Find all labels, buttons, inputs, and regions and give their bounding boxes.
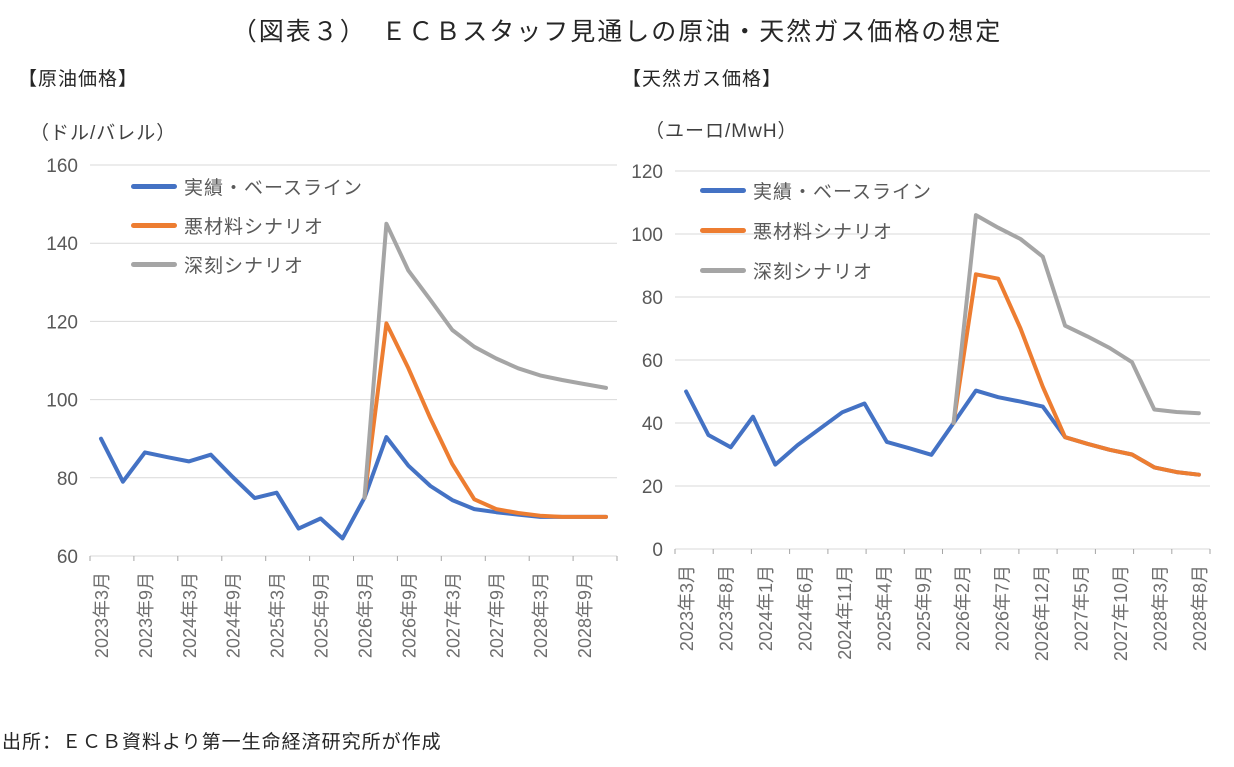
x-axis-tick-label: 2024年11月 [835,565,855,660]
x-axis-tick-label: 2023年3月 [92,572,112,658]
x-axis-tick-label: 2025年9月 [914,565,934,651]
series-line-baseline [99,435,608,541]
series-line-severe [951,213,1201,425]
legend-item-severe: 深刻シナリオ [700,250,932,290]
series-line-baseline [684,388,1201,477]
x-axis-tick-label: 2027年3月 [443,572,463,658]
x-axis-tick-label: 2028年8月 [1190,565,1210,651]
plot-area-oil: 60 80 100 120 140 160 2023年3月 2023年9月 2024年3月 202… [46,156,618,658]
y-axis-tick-label: 80 [57,469,78,490]
baseline-line-swatch [700,187,746,193]
x-axis-tick-label: 2026年12月 [1032,565,1052,661]
x-axis-tick-label: 2025年9月 [312,572,332,658]
x-axis-tick-label: 2026年3月 [356,572,376,658]
x-axis-tick-label: 2028年3月 [531,572,551,658]
y-axis-tick-label: 120 [631,162,663,183]
series-line-adverse [951,272,1201,477]
y-axis-tick-label: 100 [46,391,78,412]
adverse-line-swatch [131,223,177,228]
legend-label-adverse: 悪材料シナリオ [753,221,894,243]
legend-label-severe: 深刻シナリオ [184,256,305,277]
y-axis-tick-label: 160 [46,156,78,177]
y-axis-tick-label: 0 [652,540,663,561]
series-line-adverse [362,321,608,519]
x-axis-tick-label: 2023年8月 [717,565,737,651]
y-axis-tick-label: 100 [631,225,663,246]
severe-line-swatch [131,262,177,267]
x-axis-tick-label: 2023年3月 [677,565,697,651]
legend-item-baseline: 実績・ベースライン [700,170,932,210]
y-axis-tick-label: 60 [57,547,78,568]
plot-area-gas: 0 20 40 60 80 100 120 2023年3月 2023年8月 2024年1月 2024… [631,162,1211,661]
baseline-line-swatch [131,184,177,189]
gas-chart-legend: 実績・ベースライン 悪材料シナリオ 深刻シナリオ [700,170,932,290]
y-axis-tick-label: 60 [642,351,663,372]
y-axis-tick-label: 80 [642,288,663,309]
legend-label-baseline: 実績・ベースライン [753,181,933,203]
x-axis-tick-label: 2025年3月 [268,572,288,658]
legend-label-baseline: 実績・ベースライン [184,178,364,199]
x-axis-tick-label: 2026年7月 [993,565,1013,651]
oil-chart-legend: 実績・ベースライン 悪材料シナリオ 深刻シナリオ [131,167,363,284]
legend-item-adverse: 悪材料シナリオ [131,206,363,245]
legend-label-severe: 深刻シナリオ [753,261,874,283]
legend-label-adverse: 悪材料シナリオ [184,217,325,238]
x-axis-tick-label: 2028年3月 [1150,565,1170,651]
source-note: 出所：ＥＣＢ資料より第一生命経済研究所が作成 [2,732,442,753]
x-axis-tick-label: 2026年9月 [399,572,419,658]
legend-item-adverse: 悪材料シナリオ [700,210,932,250]
x-axis-tick-label: 2023年9月 [136,572,156,658]
x-axis-tick-label: 2027年5月 [1072,565,1092,651]
gas-y-axis-unit-label: （ユーロ/MwH） [645,121,798,142]
y-axis-tick-label: 20 [642,477,663,498]
y-axis-tick-label: 140 [46,234,78,255]
x-axis-tick-label: 2024年6月 [796,565,816,651]
x-axis-tick-label: 2024年1月 [756,565,776,651]
x-axis-tick-label: 2027年10月 [1111,565,1131,661]
x-axis-tick-label: 2027年9月 [487,572,507,658]
x-axis-tick-label: 2025年4月 [874,565,894,651]
severe-line-swatch [700,267,746,273]
x-axis-tick-label: 2024年3月 [180,572,200,658]
x-axis-tick-label: 2024年9月 [224,572,244,658]
series-line-severe [362,221,608,500]
legend-item-baseline: 実績・ベースライン [131,167,363,206]
gas-panel-heading: 【天然ガス価格】 [622,69,783,90]
oil-panel-heading: 【原油価格】 [18,69,139,90]
x-axis-tick-label: 2028年9月 [575,572,595,658]
y-axis-tick-label: 120 [46,312,78,333]
adverse-line-swatch [700,227,746,233]
page-title: （図表３） ＥＣＢスタッフ見通しの原油・天然ガス価格の想定 [231,18,1003,46]
x-axis-tick-label: 2026年2月 [953,565,973,651]
legend-item-severe: 深刻シナリオ [131,245,363,284]
oil-y-axis-unit-label: （ドル/バレル） [30,123,177,144]
y-axis-tick-label: 40 [642,414,663,435]
